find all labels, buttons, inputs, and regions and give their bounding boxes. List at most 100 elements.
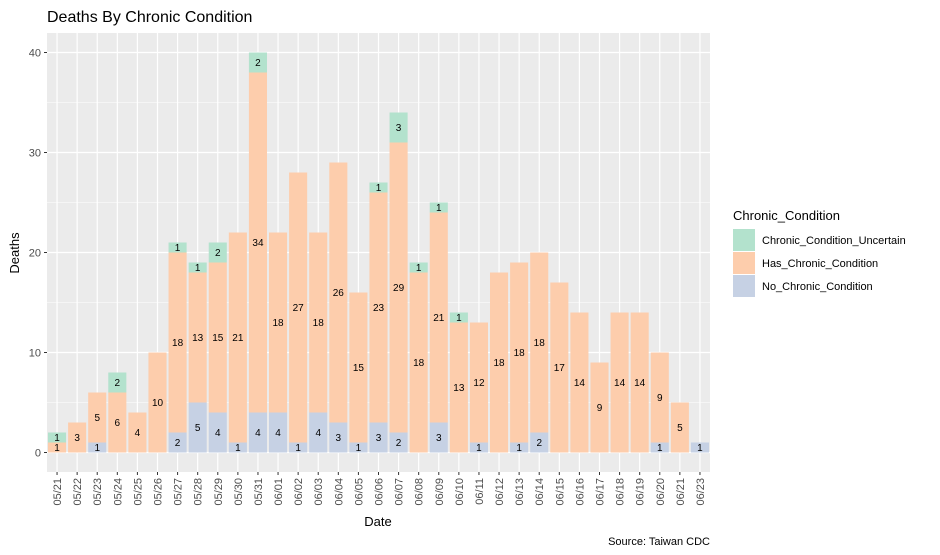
data-label: 13	[192, 333, 204, 344]
y-tick-label: 40	[29, 48, 41, 60]
bar-segment	[510, 262, 529, 443]
x-tick-label: 06/01	[273, 478, 285, 506]
x-tick-label: 06/02	[293, 478, 305, 506]
bar-segment	[148, 352, 167, 453]
data-label: 2	[175, 438, 181, 449]
data-label: 14	[574, 378, 586, 389]
bar-segment	[530, 432, 549, 453]
x-tick-label: 05/23	[92, 478, 104, 506]
legend: Chronic_Condition Chronic_Condition_Unce…	[733, 208, 906, 297]
data-label: 1	[416, 263, 422, 274]
data-label: 2	[115, 378, 121, 389]
data-labels: 11 315 62410218151314152121434241812741832…	[54, 58, 703, 454]
bar-segment	[469, 322, 488, 443]
bar-segment	[630, 312, 649, 453]
x-tick-label: 06/07	[394, 478, 406, 506]
bar-segment	[309, 412, 328, 453]
x-tick-label: 05/28	[193, 478, 205, 506]
bar-segment	[409, 272, 428, 453]
bar-segment	[650, 352, 669, 443]
data-label: 2	[536, 438, 542, 449]
data-label: 18	[514, 348, 526, 359]
bar-segment	[168, 252, 187, 433]
caption: Source: Taiwan CDC	[608, 536, 710, 548]
bar-segment	[550, 282, 569, 453]
bar-segment	[48, 442, 67, 453]
data-label: 4	[275, 428, 281, 439]
data-label: 1	[175, 243, 181, 254]
data-label: 1	[235, 443, 241, 454]
x-tick-label: 05/29	[213, 478, 225, 506]
data-label: 12	[473, 378, 485, 389]
legend-label: Has_Chronic_Condition	[762, 258, 878, 270]
chart-title: Deaths By Chronic Condition	[47, 9, 252, 26]
data-label: 1	[94, 443, 100, 454]
x-tick-label: 05/27	[173, 478, 185, 506]
bar-segment	[248, 52, 267, 73]
data-label: 3	[396, 123, 402, 134]
legend-label: No_Chronic_Condition	[762, 281, 873, 293]
data-label: 3	[436, 433, 442, 444]
data-label: 27	[293, 303, 305, 314]
y-axis-title: Deaths	[7, 232, 22, 274]
bar-segment	[369, 422, 388, 453]
data-label: 5	[195, 423, 201, 434]
bar-segment	[88, 442, 107, 453]
x-tick-label: 06/17	[595, 478, 607, 506]
bar-segment	[208, 242, 227, 263]
bar-segment	[188, 272, 207, 403]
y-axis: 0 10 20 30 40	[29, 48, 47, 460]
bar-segment	[68, 422, 87, 453]
x-tick-label: 05/22	[72, 478, 84, 506]
x-tick-label: 05/24	[112, 478, 124, 506]
data-label: 23	[373, 303, 385, 314]
y-tick-label: 30	[29, 148, 41, 160]
x-tick-label: 06/12	[494, 478, 506, 506]
bar-segment	[429, 202, 448, 213]
data-label: 1	[356, 443, 362, 454]
bar-segment	[208, 262, 227, 413]
bar-segment	[389, 142, 408, 433]
bar-segment	[248, 72, 267, 413]
x-tick-label: 06/13	[514, 478, 526, 506]
bar-segment	[208, 412, 227, 453]
legend-title: Chronic_Condition	[733, 208, 840, 223]
data-label: 10	[152, 398, 164, 409]
data-label: 18	[313, 318, 325, 329]
x-tick-label: 05/21	[52, 478, 64, 506]
y-tick-label: 0	[35, 448, 41, 460]
data-label: 4	[135, 428, 141, 439]
bar-segment	[168, 432, 187, 453]
bar-segment	[228, 442, 247, 453]
data-label: 1	[697, 443, 703, 454]
bar-segment	[108, 372, 127, 393]
x-tick-label: 05/30	[233, 478, 245, 506]
bar-segment	[188, 262, 207, 273]
bar-segment	[490, 272, 509, 453]
x-tick-label: 06/20	[655, 478, 667, 506]
bar-segment	[650, 442, 669, 453]
bar-segment	[449, 312, 468, 323]
bar-segment	[48, 432, 67, 443]
data-label: 17	[554, 363, 566, 374]
bar-segment	[88, 392, 107, 443]
data-label: 1	[54, 443, 60, 454]
bar-segment	[469, 442, 488, 453]
data-label: 2	[255, 58, 261, 69]
data-label: 1	[456, 313, 462, 324]
x-tick-label: 06/05	[353, 478, 365, 506]
x-tick-label: 05/26	[153, 478, 165, 506]
x-tick-label: 05/25	[132, 478, 144, 506]
data-label: 21	[232, 333, 244, 344]
data-label: 6	[115, 418, 121, 429]
data-label: 5	[94, 413, 100, 424]
data-label: 14	[634, 378, 646, 389]
bar-segment	[570, 312, 589, 453]
data-label: 1	[436, 203, 442, 214]
data-label: 2	[396, 438, 402, 449]
bar-segment	[510, 442, 529, 453]
bar-segment	[389, 112, 408, 143]
bar-segment	[228, 232, 247, 443]
data-label: 1	[376, 183, 382, 194]
bars	[48, 52, 709, 453]
